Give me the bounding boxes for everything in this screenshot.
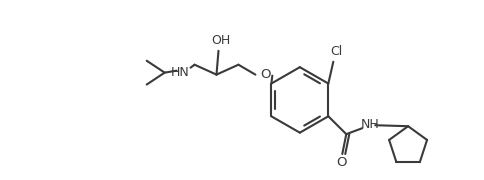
Text: O: O bbox=[335, 156, 346, 169]
Text: Cl: Cl bbox=[330, 45, 342, 58]
Text: HN: HN bbox=[171, 66, 190, 79]
Text: OH: OH bbox=[211, 34, 229, 47]
Text: NH: NH bbox=[360, 118, 379, 131]
Text: O: O bbox=[259, 68, 270, 81]
